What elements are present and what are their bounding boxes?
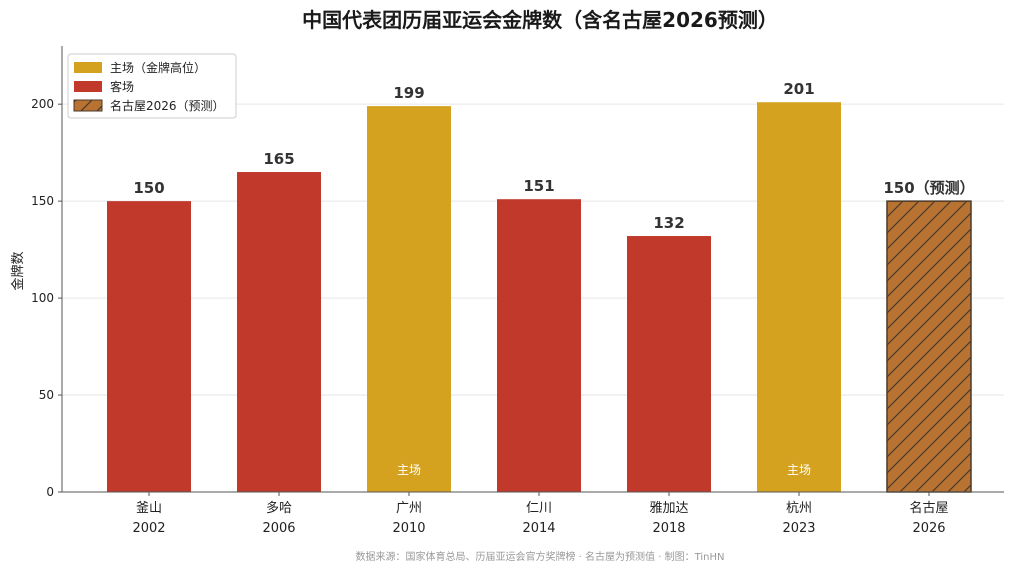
y-tick-label: 50 [39, 388, 54, 402]
y-tick-label: 150 [31, 194, 54, 208]
y-axis: 0 50 100 150 200 [31, 46, 63, 499]
y-tick-label: 100 [31, 291, 54, 305]
bar-2018 [627, 236, 711, 492]
legend-box [67, 53, 237, 119]
x-tick-city: 雅加达 [649, 501, 688, 516]
bars: 150 165 199 主场 151 132 201 主场 150（预测） [107, 80, 975, 493]
legend-swatch-away [74, 81, 102, 92]
x-tick-year: 2026 [912, 521, 945, 536]
legend-swatch-forecast [73, 99, 103, 112]
x-tick-city: 仁川 [526, 501, 552, 516]
x-tick-year: 2023 [782, 521, 815, 536]
value-label-2014: 151 [523, 177, 554, 195]
home-inside-label: 主场 [787, 463, 811, 477]
legend-label-home: 主场（金牌高位） [110, 60, 206, 75]
legend-label-away: 客场 [110, 79, 134, 94]
bar-2014 [497, 199, 581, 493]
bar-2026 [886, 200, 972, 493]
x-tick-city: 釜山 [136, 501, 162, 516]
x-tick-city: 多哈 [266, 500, 292, 516]
source-note: 数据来源：国家体育总局、历届亚运会官方奖牌榜 · 名古屋为预测值 · 制图：Ti… [356, 550, 725, 563]
bar-2023 [757, 102, 841, 493]
chart-title: 中国代表团历届亚运会金牌数（含名古屋2026预测） [302, 8, 778, 32]
value-label-2018: 132 [653, 214, 684, 232]
x-tick-year: 2010 [392, 521, 425, 536]
value-label-2002: 150 [133, 179, 164, 197]
value-label-2023: 201 [783, 80, 814, 98]
x-tick-city: 广州 [396, 501, 422, 516]
bar-2002 [107, 201, 191, 492]
bar-2010 [367, 106, 451, 493]
value-label-2006: 165 [263, 150, 294, 168]
x-tick-year: 2018 [652, 521, 685, 536]
legend-label-forecast: 名古屋2026（预测） [110, 98, 225, 113]
value-label-2010: 199 [393, 84, 424, 102]
x-axis: 釜山 2002 多哈 2006 广州 2010 仁川 2014 雅加达 2018 杭州 2023 名古屋… [62, 491, 1004, 536]
y-axis-label: 金牌数 [10, 251, 26, 290]
x-tick-city: 杭州 [786, 501, 812, 516]
x-tick-year: 2006 [262, 521, 295, 536]
x-tick-city: 名古屋 [909, 500, 948, 516]
bar-2006 [237, 172, 321, 493]
legend-swatch-home [74, 62, 102, 73]
y-tick-label: 0 [46, 485, 54, 499]
x-tick-year: 2014 [522, 521, 555, 536]
y-tick-label: 200 [31, 97, 54, 111]
home-inside-label: 主场 [397, 463, 421, 477]
x-tick-year: 2002 [132, 521, 165, 536]
value-label-2026: 150（预测） [883, 179, 974, 197]
